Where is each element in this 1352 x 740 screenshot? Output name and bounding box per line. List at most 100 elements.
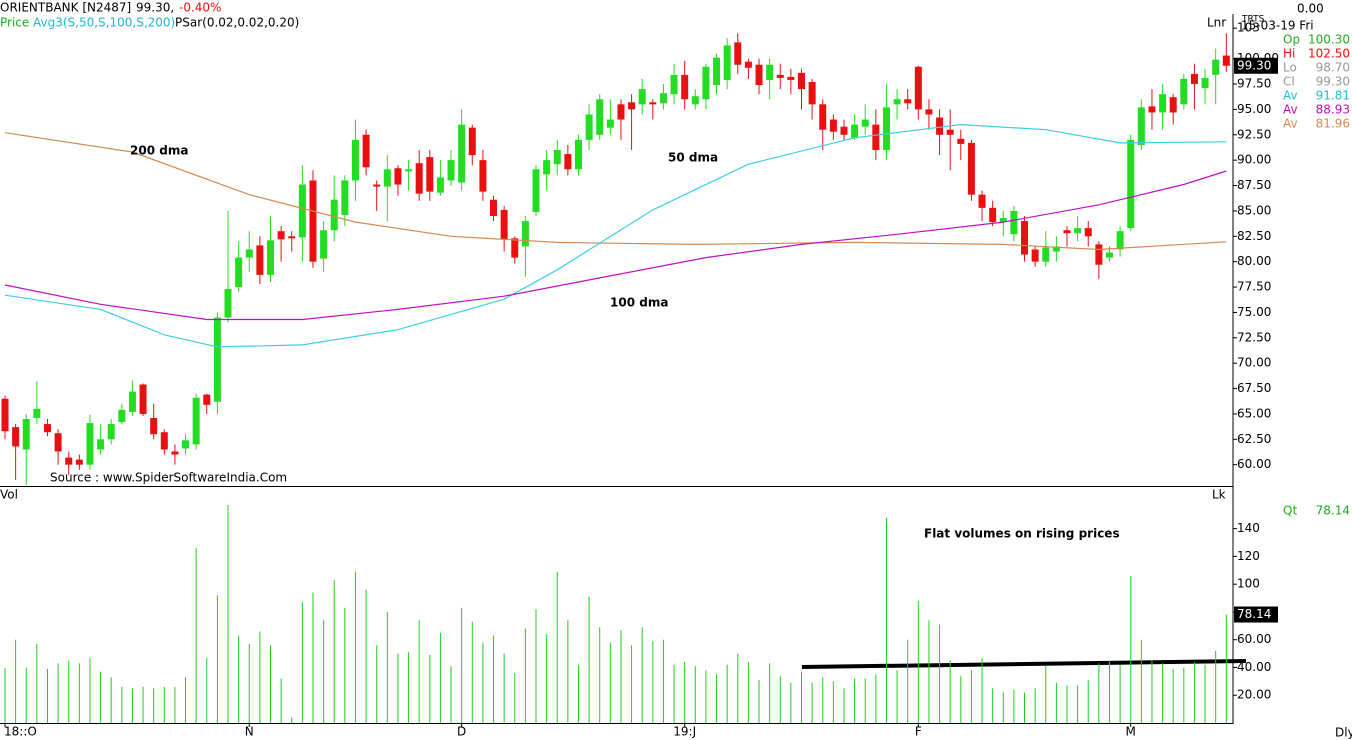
candle-body [277, 231, 285, 240]
candle-body [1169, 97, 1177, 113]
candle-body [1212, 59, 1220, 75]
quote-label: Av [1283, 103, 1298, 117]
x-tick-label: 19:J [673, 725, 696, 739]
y-tick-label: 60.00 [1237, 457, 1271, 471]
scale-mode: Lnr [1207, 16, 1226, 30]
candle-body [479, 160, 487, 192]
candle-body [691, 96, 699, 105]
date: 15-03-19 Fri [1241, 19, 1314, 33]
candle-body [904, 99, 912, 104]
candle-body [436, 177, 444, 193]
y-tick-label: 103 [1237, 21, 1260, 35]
candle-body [447, 160, 455, 181]
y-tick-label: 100 [1237, 577, 1260, 591]
candle-body [490, 199, 498, 216]
candle-body [1, 398, 9, 432]
volume-annotation: Flat volumes on rising prices [924, 527, 1120, 541]
y-tick-label: 65.00 [1237, 406, 1271, 420]
candle-body [914, 66, 922, 110]
candle-body [585, 114, 593, 140]
candle-body [1031, 249, 1039, 262]
candle-body [723, 45, 731, 80]
candle-body [1127, 139, 1135, 229]
candle-body [415, 163, 423, 194]
candle-body [1074, 228, 1082, 234]
last-volume-label: 78.14 [1237, 607, 1271, 621]
candle-body [670, 74, 678, 95]
y-tick-label: 72.50 [1237, 330, 1271, 344]
quote-value: 100.30 [1308, 33, 1350, 47]
y-tick-label: 60.00 [1237, 632, 1271, 646]
series-annotation: 100 dma [610, 296, 668, 310]
candle-body [787, 76, 795, 80]
candle-body [1190, 73, 1198, 85]
candle-body [532, 169, 540, 212]
candle-body [298, 184, 306, 238]
candle-body [75, 459, 83, 465]
moving-average [4, 123, 1227, 348]
system-label: TRTS [1241, 15, 1265, 25]
candle-body [139, 384, 147, 414]
candle-body [798, 72, 805, 90]
right-value: 0.00 [1297, 2, 1324, 16]
candle-body [1148, 106, 1156, 113]
candle-body [192, 397, 200, 445]
y-tick-label: 95.00 [1237, 102, 1271, 116]
candle-body [1105, 252, 1113, 258]
candle-body [819, 104, 827, 130]
quote-label: Av [1283, 117, 1298, 131]
source-note: Source : www.SpiderSoftwareIndia.Com [50, 471, 287, 485]
x-tick-label: F [915, 725, 922, 739]
candle-body [12, 427, 20, 447]
candle-body [1095, 244, 1103, 265]
candle-body [755, 64, 763, 86]
candle-body [330, 199, 338, 231]
y-tick-label: 97.50 [1237, 77, 1271, 91]
candle-body [543, 160, 551, 175]
quote-value: 102.50 [1308, 47, 1350, 61]
x-tick-label: 18::O [4, 725, 37, 739]
quote-label: Hi [1283, 47, 1295, 61]
y-tick-label: 87.50 [1237, 178, 1271, 192]
y-tick-label: 40.00 [1237, 660, 1271, 674]
candle-body [500, 209, 508, 240]
quote-value: 99.30 [1316, 75, 1350, 89]
symbol: ORIENTBANK [N2487] [0, 1, 131, 15]
candle-body [182, 440, 190, 449]
quote-value: 81.96 [1316, 117, 1350, 131]
candle-body [320, 230, 328, 259]
y-tick-label: 70.00 [1237, 356, 1271, 370]
x-tick-label: N [245, 725, 254, 739]
candle-body [150, 417, 158, 435]
quote-value: 98.70 [1316, 61, 1350, 75]
candle-body [1010, 210, 1018, 235]
candle-body [1222, 55, 1230, 66]
candle-body [1137, 107, 1145, 145]
candle-body [744, 61, 752, 68]
candle-body [840, 126, 848, 135]
candle-body [967, 142, 975, 195]
quote-label: Av [1283, 89, 1298, 103]
candle-body [734, 42, 742, 65]
candle-body [681, 74, 689, 100]
candle-body [22, 419, 30, 450]
y-tick-label: 75.00 [1237, 305, 1271, 319]
candle-body [288, 236, 296, 239]
candle-body [659, 93, 667, 104]
candle-body [394, 168, 402, 185]
last-volume-box [1234, 606, 1278, 623]
candle-body [256, 245, 264, 275]
candle-body [118, 409, 126, 423]
candle-body [351, 139, 359, 181]
candle-body [989, 207, 997, 223]
candle-body [808, 81, 816, 105]
quote-value: 91.81 [1316, 89, 1350, 103]
y-tick-label: 77.50 [1237, 280, 1271, 294]
quote-label: Cl [1283, 75, 1295, 89]
y-tick-label: 85.00 [1237, 203, 1271, 217]
candle-body [936, 117, 944, 135]
last-price-label: 99.30 [1237, 58, 1271, 72]
candle-body [872, 124, 880, 151]
candle-body [341, 180, 349, 215]
